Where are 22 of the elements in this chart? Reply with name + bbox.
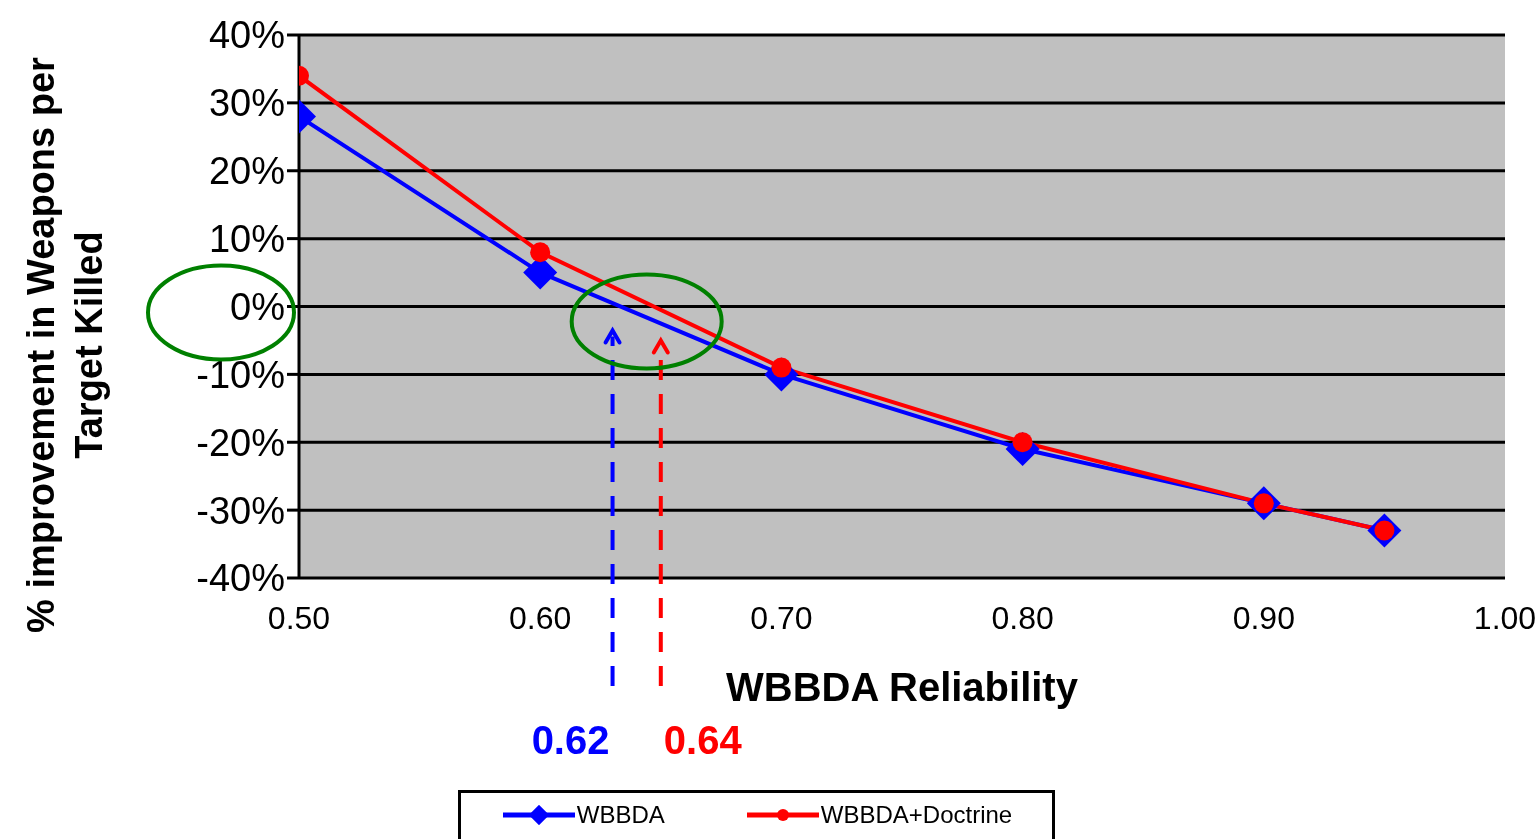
y-tick-label: 20% [208,150,285,193]
legend-label: WBBDA [576,801,665,829]
y-axis-title: % improvement in Weapons per Target Killed [19,56,111,635]
text: 0.64 [663,718,743,762]
text: 0.62 [531,718,610,762]
legend-label: WBBDA+Doctrine [820,801,1013,829]
y-tick-label: -20% [196,421,285,464]
x-tick-label: 0.80 [991,599,1054,636]
x-axis-title: WBBDA Reliability [726,665,1079,710]
y-tick-label: 10% [208,218,285,261]
x-tick-label: 0.50 [267,599,331,636]
y-tick-label: -30% [196,489,285,532]
x-tick-label: 0.70 [750,599,813,636]
x-tick-label: 0.60 [509,599,572,636]
y-tick-label: 30% [208,82,285,125]
x-tick-label: 0.90 [1232,599,1295,636]
y-tick-label: -10% [196,353,285,396]
y-tick-label: 40% [208,14,285,57]
x-tick-label: 1.00 [1473,599,1537,636]
point [530,242,551,263]
y-tick-label: -40% [196,557,285,600]
y-tick-label: 0% [230,285,285,328]
